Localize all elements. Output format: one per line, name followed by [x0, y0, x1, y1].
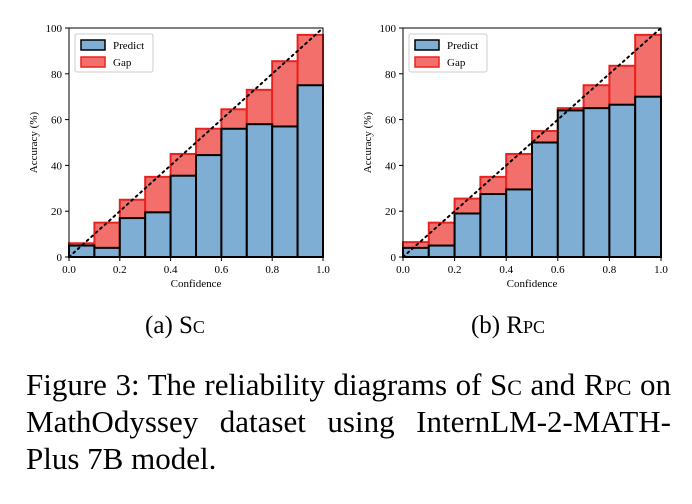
- subcaption-a-method: Sc: [179, 312, 205, 339]
- axes-frame: [402, 27, 662, 258]
- charts-canvas: 0.0 0.2 0.4 0.6 0.8 1.0 0 20 40 60 80 100 Confidence…: [28, 23, 668, 290]
- y-tick-label: 100: [46, 23, 63, 35]
- chart-b: 0.0 0.2 0.4 0.6 0.8 1.0 0 20 40 60 80 100 Confidence…: [362, 23, 668, 290]
- predict-bar: [634, 95, 663, 258]
- predict-bar: [245, 123, 274, 259]
- predict-bar: [582, 107, 611, 259]
- predict-bar: [118, 217, 147, 259]
- figure-caption-text-2: and: [521, 367, 584, 402]
- predict-bar: [531, 141, 559, 258]
- legend-label-predict: Predict: [113, 40, 144, 52]
- x-tick-label: 0.4: [164, 264, 178, 276]
- predict-bar: [271, 125, 299, 258]
- figure-caption-method-2: Rpc: [583, 367, 632, 402]
- subcaption-b-prefix: (b): [470, 312, 507, 339]
- y-axis-label: Accuracy (%): [362, 111, 374, 173]
- legend-swatch-predict: [80, 39, 106, 51]
- figure-caption-label: Figure 3:: [26, 367, 140, 402]
- x-tick-label: 1.0: [316, 264, 330, 276]
- predict-bar: [608, 103, 637, 258]
- x-axis-label: Confidence: [507, 278, 558, 290]
- x-tick-label: 0.2: [113, 264, 127, 276]
- predict-bar: [479, 193, 508, 258]
- y-tick-label: 80: [385, 69, 397, 81]
- y-tick-label: 100: [380, 23, 397, 35]
- y-tick-label: 0: [391, 252, 397, 264]
- legend-swatch-gap: [414, 56, 440, 68]
- legend-label-predict: Predict: [447, 40, 478, 52]
- predict-bar: [556, 109, 585, 258]
- y-tick-label: 60: [385, 115, 397, 127]
- y-tick-label: 60: [51, 115, 63, 127]
- subcaption-b: (b) Rpc: [408, 312, 608, 340]
- y-tick-label: 80: [51, 69, 63, 81]
- x-tick-label: 0.8: [603, 264, 617, 276]
- x-axis-label: Confidence: [171, 278, 222, 290]
- predict-bar: [296, 84, 325, 258]
- y-tick-label: 40: [385, 160, 397, 172]
- diagonal-reference-line: [68, 27, 324, 258]
- predict-bar: [68, 244, 96, 259]
- figure-caption-method-1: Sc: [490, 367, 522, 402]
- legend-swatch-gap: [80, 56, 106, 68]
- predict-bar: [195, 154, 223, 258]
- y-tick-label: 40: [51, 160, 63, 172]
- figure-caption-text-1: The reliability diagrams of: [139, 367, 491, 402]
- diagonal-reference-line: [402, 27, 662, 258]
- figure-caption: Figure 3: The reliability diagrams of Sc…: [26, 366, 671, 477]
- axes-frame: [68, 27, 324, 258]
- x-tick-label: 0.4: [499, 264, 513, 276]
- chart-a: 0.0 0.2 0.4 0.6 0.8 1.0 0 20 40 60 80 100 Confidence…: [28, 23, 330, 290]
- predict-bar: [93, 246, 121, 258]
- y-tick-label: 20: [385, 206, 397, 218]
- subcaption-a: (a) Sc: [75, 312, 275, 340]
- figure-caption-text-3: on MathOdyssey dataset using InternLM-2-…: [26, 367, 672, 476]
- predict-bar: [169, 174, 198, 258]
- subcaption-b-method: Rpc: [506, 312, 546, 339]
- legend-swatch-predict: [414, 39, 440, 51]
- subcaption-a-prefix: (a): [145, 312, 180, 339]
- predict-bar: [427, 244, 456, 259]
- predict-bar: [505, 188, 534, 259]
- x-tick-label: 0.6: [215, 264, 229, 276]
- x-tick-label: 0.2: [448, 264, 462, 276]
- predict-bar: [453, 212, 482, 259]
- y-axis-label: Accuracy (%): [28, 111, 40, 173]
- x-tick-label: 0.0: [396, 264, 410, 276]
- y-tick-label: 20: [51, 206, 63, 218]
- x-tick-label: 0.8: [265, 264, 279, 276]
- predict-bar: [144, 211, 172, 258]
- y-tick-label: 0: [57, 252, 63, 264]
- x-tick-label: 0.6: [551, 264, 565, 276]
- x-tick-label: 0.0: [62, 264, 76, 276]
- predict-bar: [220, 127, 248, 258]
- legend-label-gap: Gap: [447, 57, 466, 69]
- legend-label-gap: Gap: [113, 57, 132, 69]
- x-tick-label: 1.0: [654, 264, 668, 276]
